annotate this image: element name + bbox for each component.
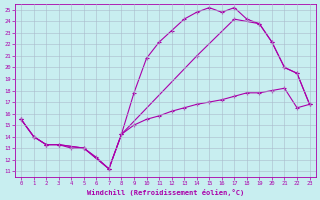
- X-axis label: Windchill (Refroidissement éolien,°C): Windchill (Refroidissement éolien,°C): [87, 189, 244, 196]
